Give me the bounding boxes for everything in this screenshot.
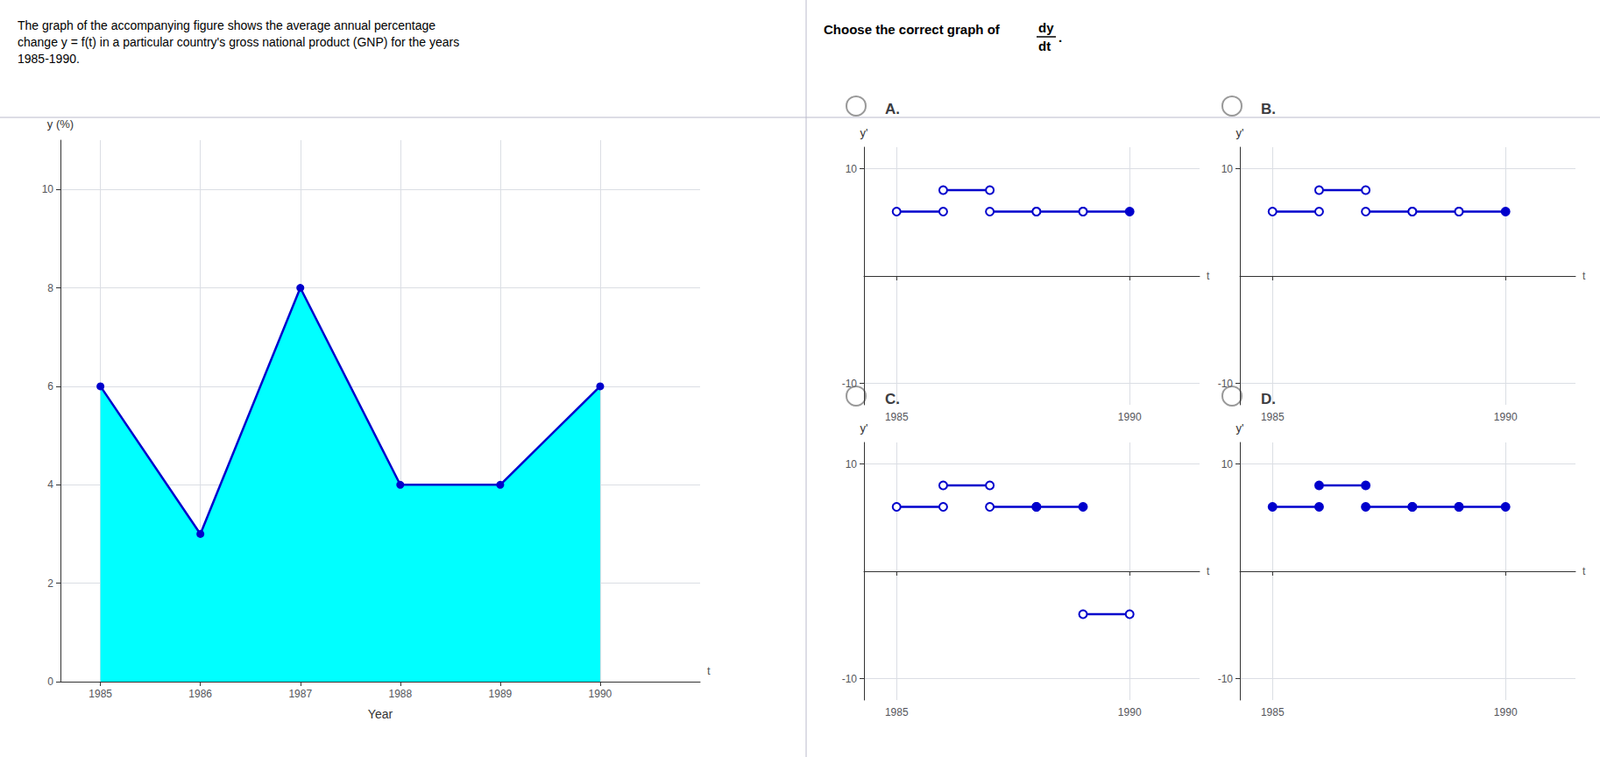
svg-text:B.: B.: [1260, 100, 1276, 118]
svg-text:D.: D.: [1260, 390, 1276, 408]
svg-text:1985: 1985: [884, 410, 909, 424]
svg-text:1990: 1990: [1493, 706, 1518, 719]
svg-text:The graph of the accompanying: The graph of the accompanying figure sho…: [17, 18, 436, 33]
svg-text:1989: 1989: [488, 687, 513, 701]
svg-text:A.: A.: [884, 100, 900, 118]
svg-text:change y = f(t) in a particula: change y = f(t) in a particular country'…: [17, 35, 460, 50]
svg-text:10: 10: [845, 162, 858, 176]
svg-text:t: t: [1582, 269, 1586, 283]
svg-text:y': y': [1236, 126, 1245, 140]
svg-text:-10: -10: [842, 672, 858, 686]
svg-text:1990: 1990: [1493, 410, 1518, 424]
svg-text:2: 2: [47, 577, 54, 590]
svg-text:1985: 1985: [884, 706, 909, 719]
svg-text:1985: 1985: [88, 687, 113, 701]
svg-text:Choose the correct graph of: Choose the correct graph of: [823, 21, 1001, 37]
svg-text:1987: 1987: [288, 687, 312, 701]
svg-text:-10: -10: [842, 377, 858, 390]
svg-text:4: 4: [47, 478, 54, 491]
svg-text:-10: -10: [1217, 672, 1234, 686]
svg-text:-10: -10: [1217, 377, 1234, 390]
svg-text:dy: dy: [1038, 20, 1055, 36]
svg-text:dt: dt: [1038, 38, 1051, 54]
svg-text:1990: 1990: [1118, 410, 1142, 424]
svg-text:t: t: [1206, 269, 1211, 283]
svg-text:t: t: [1582, 565, 1586, 578]
svg-text:10: 10: [42, 183, 55, 196]
svg-text:t: t: [707, 664, 711, 678]
svg-text:1988: 1988: [388, 687, 412, 701]
svg-text:1985: 1985: [1260, 410, 1285, 424]
svg-text:y': y': [1236, 421, 1245, 435]
svg-text:C.: C.: [884, 390, 900, 408]
svg-text:0: 0: [47, 675, 54, 688]
svg-text:10: 10: [1221, 458, 1234, 471]
svg-text:1986: 1986: [188, 687, 213, 701]
svg-text:6: 6: [47, 380, 54, 393]
svg-text:.: .: [1058, 29, 1062, 45]
svg-text:1985: 1985: [1260, 706, 1285, 719]
svg-text:1990: 1990: [588, 687, 613, 701]
svg-text:1990: 1990: [1118, 706, 1142, 719]
svg-text:t: t: [1206, 565, 1211, 578]
svg-text:8: 8: [47, 282, 54, 295]
svg-text:y (%): y (%): [47, 117, 74, 131]
svg-text:y': y': [860, 421, 869, 435]
svg-text:1985-1990.: 1985-1990.: [17, 51, 80, 66]
svg-text:Year: Year: [368, 707, 394, 722]
svg-text:10: 10: [1221, 162, 1234, 176]
svg-text:10: 10: [845, 458, 858, 471]
svg-text:y': y': [860, 126, 869, 140]
